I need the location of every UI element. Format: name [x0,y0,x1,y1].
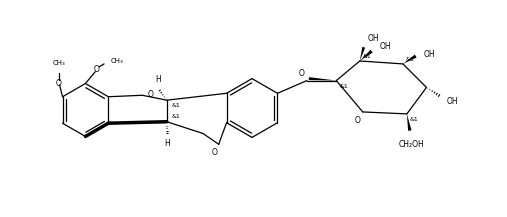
Text: &1: &1 [410,117,419,122]
Text: &1: &1 [363,54,372,59]
Polygon shape [407,114,412,131]
Text: &1: &1 [172,114,180,119]
Text: H: H [155,76,161,84]
Text: OH: OH [423,50,435,59]
Text: O: O [147,90,153,99]
Text: CH₂OH: CH₂OH [399,140,425,149]
Text: OH: OH [368,34,379,43]
Text: O: O [355,116,361,125]
Polygon shape [360,47,365,61]
Text: &1: &1 [172,103,180,108]
Text: O: O [299,69,305,78]
Text: O: O [212,148,218,157]
Text: O: O [93,65,99,74]
Text: CH₃: CH₃ [111,58,124,64]
Text: H: H [164,139,170,148]
Polygon shape [403,55,417,64]
Polygon shape [309,77,336,81]
Polygon shape [360,50,373,61]
Text: CH₃: CH₃ [52,60,65,66]
Text: &1: &1 [339,84,348,89]
Text: OH: OH [379,42,391,51]
Text: OH: OH [447,97,459,106]
Text: O: O [56,79,61,87]
Text: &1: &1 [406,57,415,62]
